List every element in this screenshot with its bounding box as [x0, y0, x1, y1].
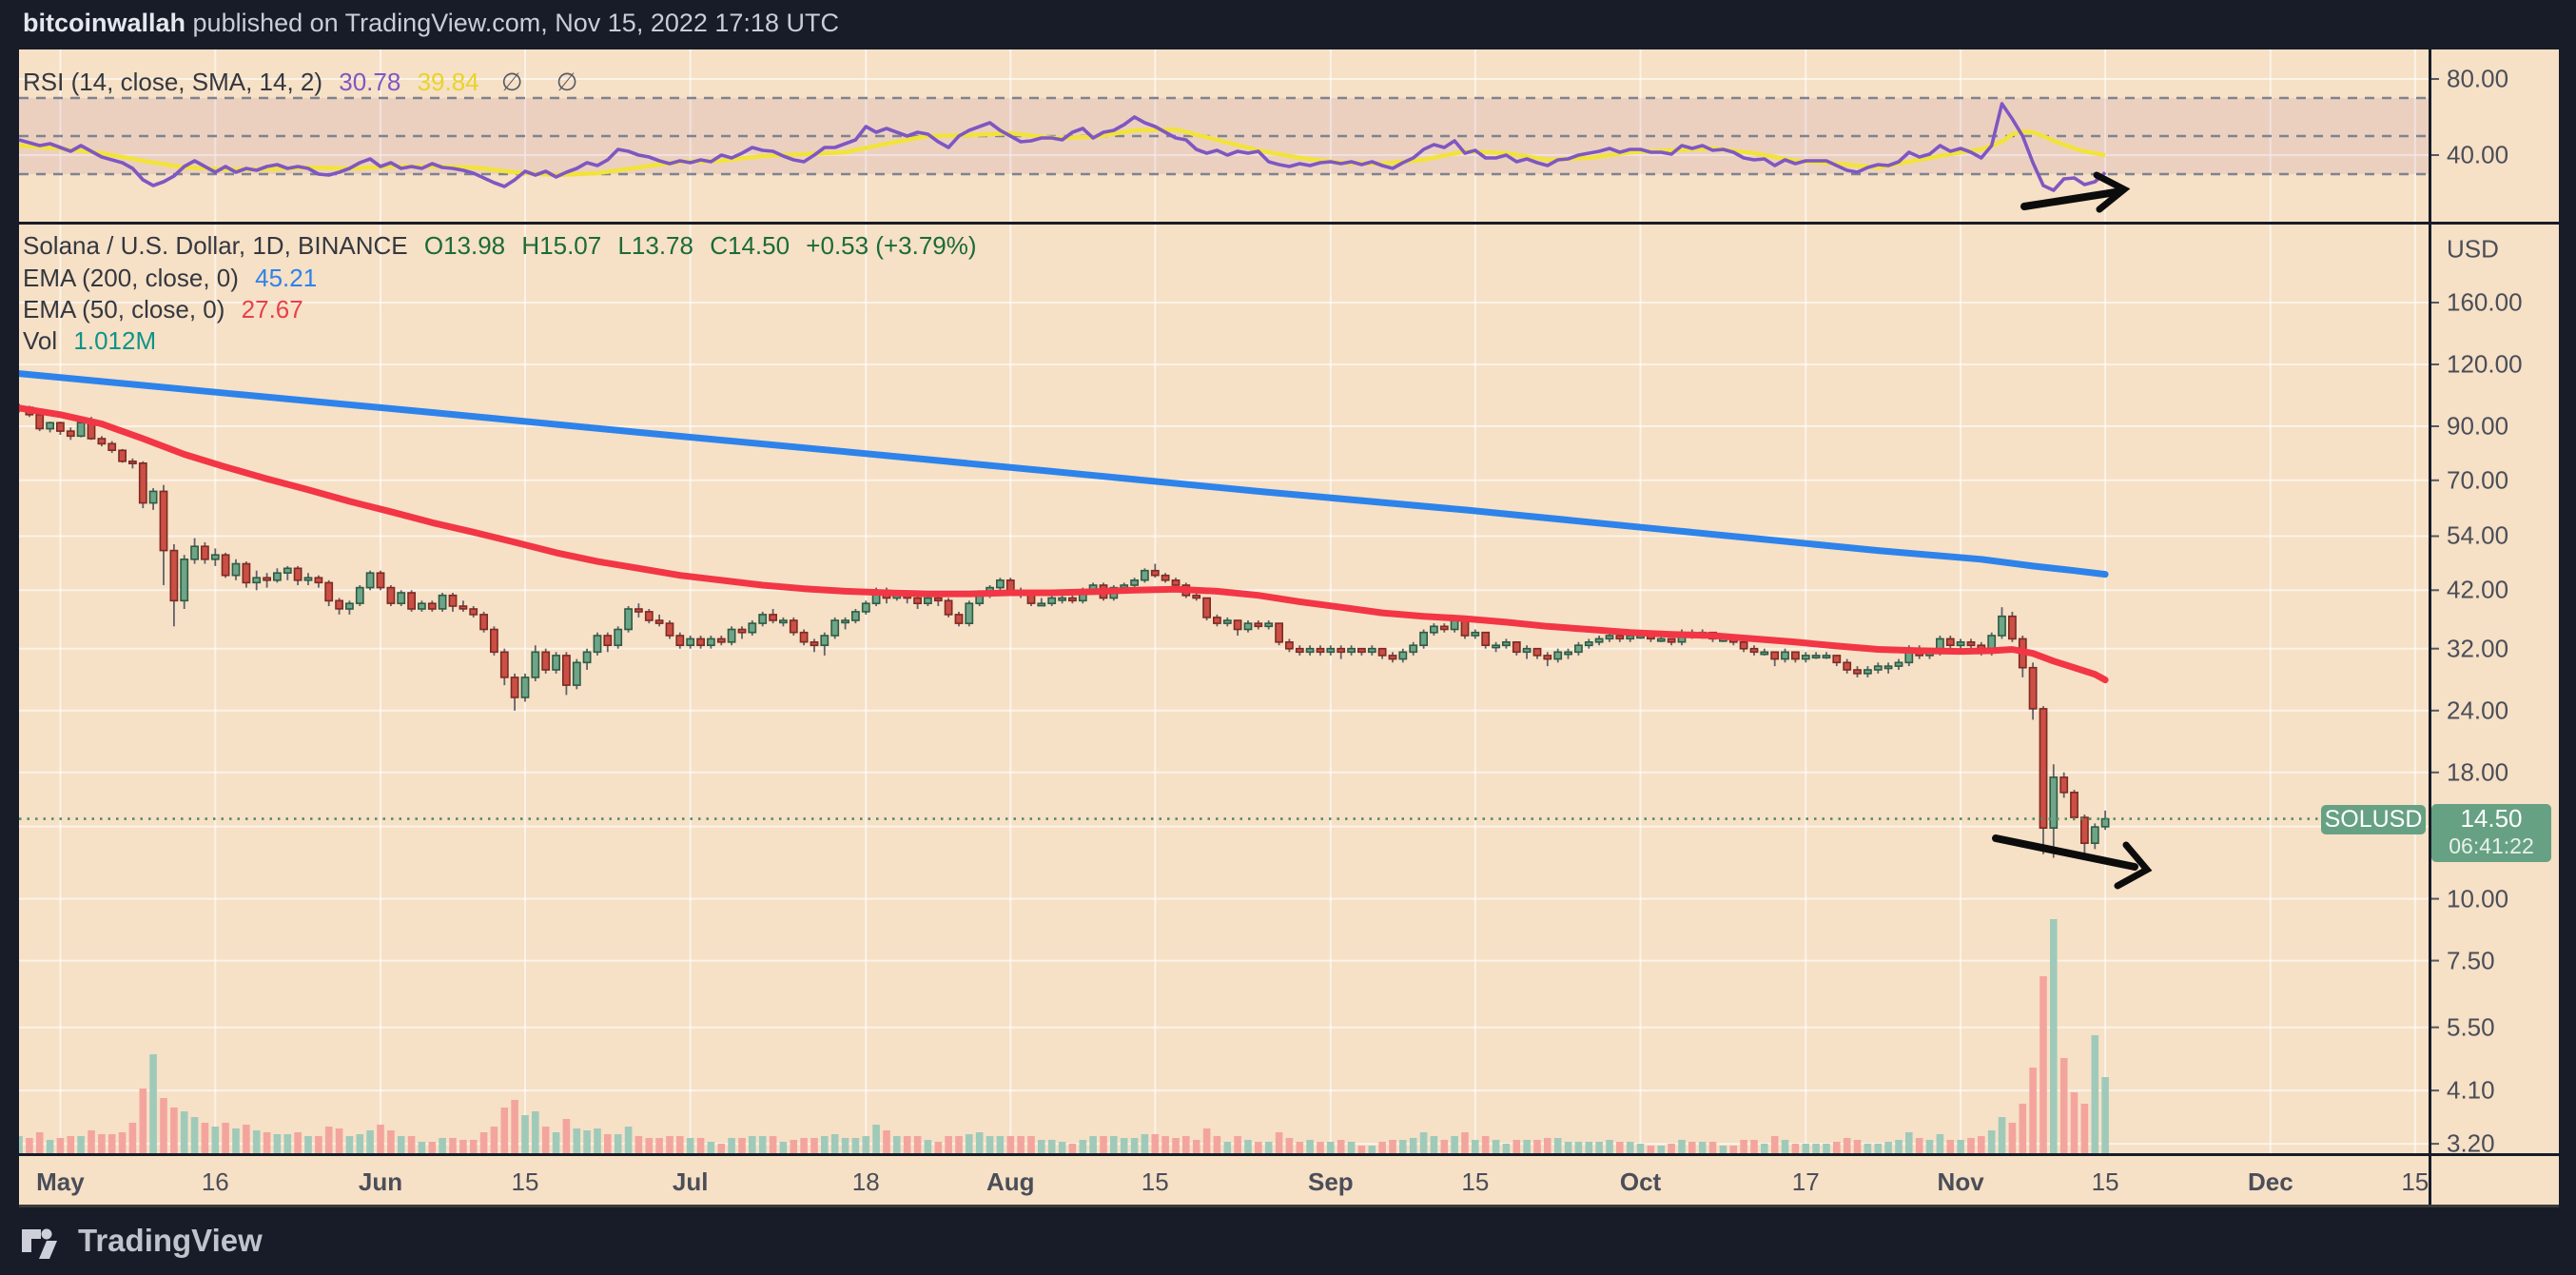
time-axis-label: 15: [1141, 1167, 1169, 1196]
tradingview-footer[interactable]: TradingView: [21, 1222, 263, 1260]
ohlc-open: O13.98: [423, 231, 506, 260]
time-axis-label: May: [36, 1167, 85, 1196]
time-axis-label: Dec: [2247, 1167, 2293, 1196]
price-axis-label: 32.00: [2447, 634, 2509, 663]
price-axis-label: 42.00: [2447, 575, 2509, 604]
ohlc-change: +0.53 (+3.79%): [806, 231, 977, 260]
price-axis-label: 5.50: [2447, 1012, 2495, 1042]
publish-info: published on TradingView.com, Nov 15, 20…: [185, 9, 839, 37]
time-axis-label: Jun: [358, 1167, 403, 1196]
volume-value: 1.012M: [73, 326, 157, 355]
ohlc-high: H15.07: [521, 231, 602, 260]
time-axis-label: 15: [511, 1167, 539, 1196]
price-axis-label: 70.00: [2447, 465, 2509, 495]
currency-label: USD: [2447, 234, 2499, 264]
ema50-legend: EMA (50, close, 0) 27.67: [23, 295, 313, 324]
rsi-sma-value: 39.84: [417, 68, 479, 96]
ema50-label: EMA (50, close, 0): [23, 295, 225, 324]
snapshot-header: bitcoinwallah published on TradingView.c…: [23, 9, 839, 38]
tradingview-logo-icon: [22, 1228, 57, 1259]
time-axis-label: Nov: [1937, 1167, 1984, 1196]
rsi-legend: RSI (14, close, SMA, 14, 2) 30.78 39.84 …: [23, 68, 600, 97]
author-name: bitcoinwallah: [23, 9, 186, 37]
time-axis-label: 17: [1791, 1167, 1820, 1196]
volume-legend: Vol 1.012M: [23, 326, 166, 356]
rsi-axis-label: 80.00: [2447, 64, 2509, 93]
time-axis-label: 15: [1461, 1167, 1490, 1196]
ema200-legend: EMA (200, close, 0) 45.21: [23, 264, 326, 293]
price-axis-label: 160.00: [2447, 287, 2523, 317]
ema50-value: 27.67: [241, 295, 303, 324]
rsi-axis-label: 40.00: [2447, 140, 2509, 169]
time-axis-label: 18: [851, 1167, 880, 1196]
price-axis-label: 24.00: [2447, 696, 2509, 725]
hidden-values-icon: ∅ ∅: [500, 68, 592, 96]
tradingview-wordmark: TradingView: [78, 1223, 263, 1258]
time-axis-label: 15: [2401, 1167, 2430, 1196]
volume-label: Vol: [23, 326, 58, 355]
price-axis-label: 54.00: [2447, 520, 2509, 550]
price-axis-label: 90.00: [2447, 411, 2509, 441]
time-axis-label: 15: [2091, 1167, 2119, 1196]
price-axis-label: 18.00: [2447, 757, 2509, 787]
symbol-price-flag: SOLUSD: [2321, 804, 2426, 834]
rsi-legend-title: RSI (14, close, SMA, 14, 2): [23, 68, 323, 96]
price-axis-label: 3.20: [2447, 1128, 2495, 1158]
ohlc-close: C14.50: [710, 231, 790, 260]
rsi-value: 30.78: [339, 68, 401, 96]
bar-countdown: 06:41:22: [2449, 834, 2534, 859]
ema200-value: 45.21: [255, 264, 318, 292]
time-axis-label: Jul: [672, 1167, 709, 1196]
time-axis-label: Aug: [986, 1167, 1035, 1196]
ohlc-low: L13.78: [617, 231, 693, 260]
ema200-label: EMA (200, close, 0): [23, 264, 239, 292]
symbol-title: Solana / U.S. Dollar, 1D, BINANCE: [23, 231, 408, 260]
price-axis-label: 4.10: [2447, 1075, 2495, 1105]
symbol-legend: Solana / U.S. Dollar, 1D, BINANCE O13.98…: [23, 231, 986, 261]
last-price-value: 14.50: [2460, 804, 2523, 834]
price-axis-label: 7.50: [2447, 946, 2495, 975]
time-axis-label: Sep: [1307, 1167, 1354, 1196]
last-price-badge: 14.50 06:41:22: [2431, 803, 2551, 862]
time-axis-label: Oct: [1619, 1167, 1662, 1196]
price-axis-label: 10.00: [2447, 884, 2509, 913]
time-axis-label: 16: [201, 1167, 229, 1196]
symbol-flag-text: SOLUSD: [2324, 805, 2423, 833]
price-axis-label: 120.00: [2447, 349, 2523, 379]
